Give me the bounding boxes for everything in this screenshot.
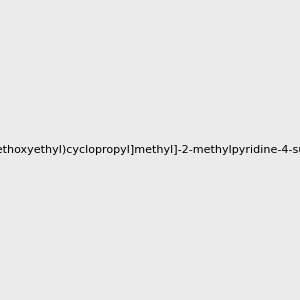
Text: N-[[1-(2-methoxyethyl)cyclopropyl]methyl]-2-methylpyridine-4-sulfonamide: N-[[1-(2-methoxyethyl)cyclopropyl]methyl… [0, 145, 300, 155]
